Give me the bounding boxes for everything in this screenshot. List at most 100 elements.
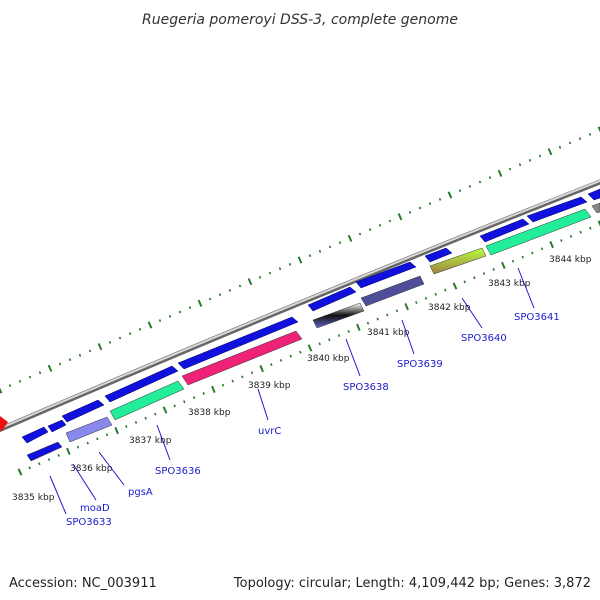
major-tick: [259, 365, 264, 373]
minor-tick: [28, 466, 31, 470]
minor-tick: [528, 158, 532, 162]
genome-summary-text: Topology: circular; Length: 4,109,442 bp…: [233, 576, 591, 591]
minor-tick: [540, 247, 544, 251]
minor-tick: [568, 141, 572, 145]
kbp-label: 3842 kbp: [428, 303, 471, 313]
minor-tick: [250, 371, 254, 375]
major-tick: [211, 385, 216, 393]
minor-tick: [238, 284, 242, 288]
gene-label: SPO3636: [155, 466, 201, 477]
kbp-label: 3843 kbp: [488, 279, 531, 289]
minor-tick: [202, 391, 205, 395]
minor-tick: [158, 319, 162, 323]
major-tick: [307, 344, 313, 352]
minor-tick: [57, 453, 60, 457]
minor-tick: [531, 251, 534, 255]
gene-feature: [26, 441, 63, 462]
cds-row-upper: [21, 188, 600, 444]
minor-tick: [88, 349, 92, 353]
minor-tick: [188, 306, 192, 310]
gene-label: SPO3640: [461, 333, 507, 344]
minor-tick: [278, 267, 282, 271]
gene-row-lower: [26, 202, 600, 462]
minor-tick: [328, 245, 332, 249]
minor-tick: [108, 340, 112, 344]
minor-tick: [488, 176, 492, 180]
major-tick: [114, 427, 119, 435]
cds-feature: [355, 261, 417, 289]
minor-tick: [538, 154, 542, 158]
minor-tick: [521, 255, 524, 259]
major-tick: [17, 468, 23, 476]
inner-tick-row: [17, 220, 600, 476]
minor-tick: [482, 272, 486, 276]
minor-tick: [434, 292, 437, 296]
minor-tick: [289, 354, 292, 358]
gene-label: SPO3633: [66, 517, 112, 528]
gene-feature: [312, 302, 365, 329]
leader-line: [98, 451, 125, 486]
cds-feature: [307, 286, 357, 312]
minor-tick: [125, 425, 128, 429]
minor-tick: [144, 416, 147, 420]
gene-feature: [591, 202, 600, 214]
minor-tick: [558, 145, 562, 149]
major-tick: [501, 261, 506, 269]
minor-tick: [368, 228, 372, 232]
major-tick: [404, 303, 409, 311]
minor-tick: [588, 132, 592, 136]
minor-tick: [579, 230, 582, 234]
minor-tick: [279, 358, 283, 362]
gene-label: SPO3639: [397, 359, 443, 370]
major-tick: [97, 343, 103, 351]
major-tick: [297, 256, 303, 264]
minor-tick: [105, 433, 109, 437]
cds-feature: [526, 196, 588, 223]
outer-tick-ring: [0, 126, 600, 394]
minor-tick: [270, 363, 273, 367]
minor-tick: [376, 317, 379, 321]
kbp-label: 3836 kbp: [70, 464, 113, 474]
kbp-label: 3844 kbp: [549, 255, 592, 265]
minor-tick: [463, 280, 466, 284]
cds-feature: [47, 419, 67, 433]
leader-line: [517, 267, 535, 309]
cds-feature: [61, 399, 105, 423]
origin-marker: [0, 416, 8, 431]
gene-label: SPO3638: [343, 382, 389, 393]
minor-tick: [28, 375, 32, 379]
gene-label: pgsA: [128, 487, 153, 498]
cds-feature: [104, 365, 179, 403]
minor-tick: [299, 350, 302, 354]
minor-tick: [468, 184, 472, 188]
minor-tick: [228, 288, 232, 292]
cds-feature: [177, 316, 299, 370]
gene-feature: [181, 330, 303, 386]
kbp-labels: 3835 kbp 3836 kbp 3837 kbp 3838 kbp 3839…: [12, 255, 592, 503]
minor-tick: [386, 313, 389, 317]
minor-tick: [168, 314, 172, 318]
cds-feature: [479, 218, 530, 243]
minor-tick: [428, 202, 432, 206]
minor-tick: [511, 259, 515, 263]
minor-tick: [347, 329, 350, 333]
minor-tick: [58, 362, 62, 366]
map-title: Ruegeria pomeroyi DSS-3, complete genome: [142, 12, 458, 28]
minor-tick: [328, 338, 331, 342]
leader-line: [156, 424, 171, 461]
minor-tick: [492, 267, 495, 271]
minor-tick: [78, 353, 82, 357]
leader-line: [49, 475, 67, 515]
major-tick: [597, 220, 600, 227]
major-tick: [549, 241, 554, 249]
minor-tick: [183, 400, 186, 404]
cds-feature: [424, 247, 453, 263]
gene-feature: [65, 416, 113, 443]
minor-tick: [18, 379, 22, 383]
leader-line: [345, 338, 361, 377]
minor-tick: [96, 437, 99, 441]
gene-label: uvrC: [258, 426, 281, 437]
major-tick: [162, 406, 168, 414]
leader-line: [461, 297, 483, 329]
